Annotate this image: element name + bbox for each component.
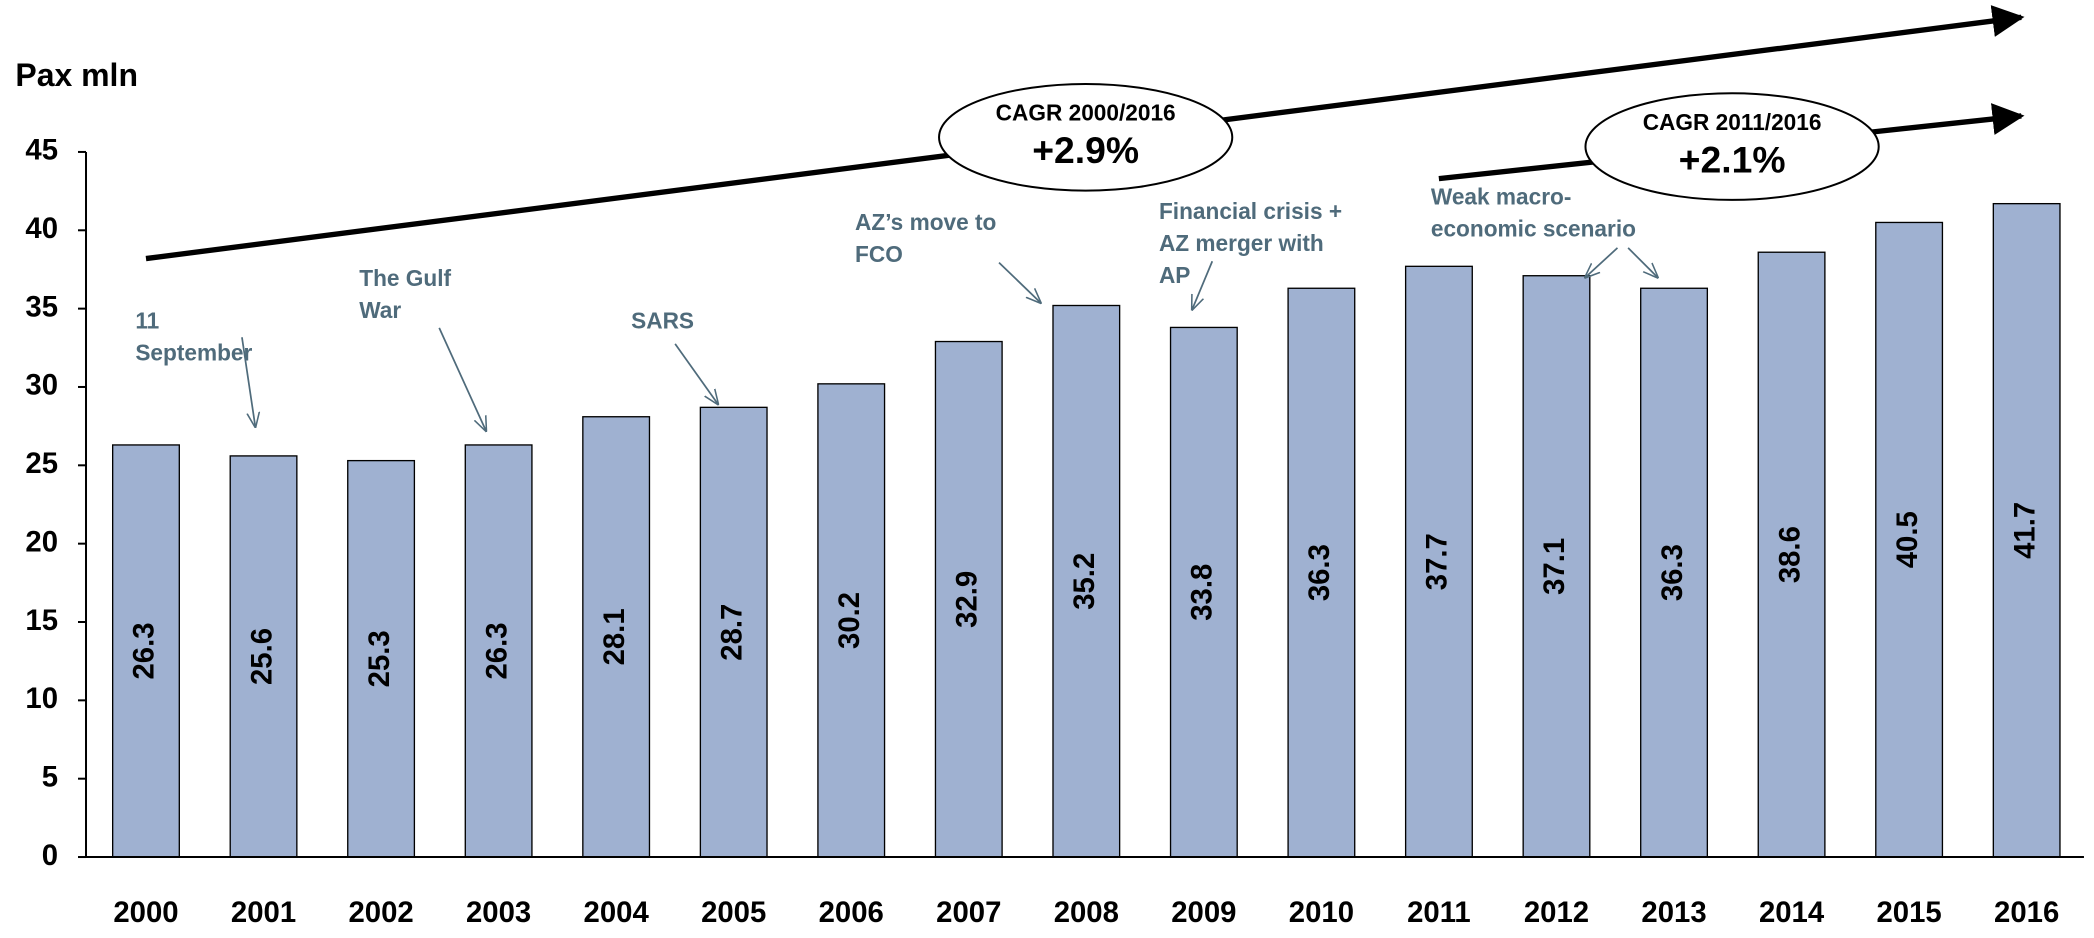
bar — [347, 459, 416, 858]
data-label: 41.7 — [2008, 502, 2041, 559]
y-tick-label: 40 — [25, 212, 58, 245]
annotation: economic scenario — [1431, 216, 1636, 242]
x-tick-label: 2014 — [1759, 896, 1825, 929]
x-tick-label: 2007 — [936, 896, 1001, 929]
y-tick-label: 0 — [42, 839, 58, 872]
x-tick-label: 2008 — [1054, 896, 1119, 929]
y-tick-label: 25 — [25, 447, 58, 480]
x-tick-label: 2012 — [1524, 896, 1589, 929]
bar — [112, 444, 180, 858]
annotation: The Gulf — [359, 265, 451, 291]
data-label: 36.3 — [1303, 544, 1336, 601]
annotation: September — [135, 340, 252, 366]
bar — [1169, 326, 1238, 858]
data-label: 26.3 — [128, 622, 161, 679]
annotation: FCO — [855, 241, 903, 267]
bar — [1404, 265, 1473, 858]
x-tick-label: 2009 — [1171, 896, 1236, 929]
bar — [1640, 287, 1709, 858]
bar — [1875, 221, 1944, 858]
data-label: 38.6 — [1773, 526, 1806, 583]
bar — [464, 444, 533, 858]
x-tick-label: 2013 — [1641, 896, 1706, 929]
cagr-label: CAGR 2011/2016 — [1643, 109, 1822, 135]
cagr-value: +2.1% — [1679, 138, 1786, 180]
data-label: 30.2 — [833, 592, 866, 649]
data-label: 37.7 — [1421, 533, 1454, 590]
y-tick-label: 10 — [25, 682, 58, 715]
data-label: 28.1 — [598, 608, 631, 665]
x-tick-label: 2016 — [1994, 896, 2059, 929]
cagr-label: CAGR 2000/2016 — [996, 100, 1176, 126]
data-label: 32.9 — [951, 571, 984, 628]
bar — [1052, 304, 1121, 858]
annotation: 11 — [135, 308, 159, 334]
data-label: 28.7 — [715, 604, 748, 661]
x-tick-label: 2015 — [1876, 896, 1941, 929]
y-tick-label: 45 — [25, 134, 58, 167]
data-label: 35.2 — [1068, 553, 1101, 610]
annotation-arrow — [1585, 247, 1619, 277]
data-label: 33.8 — [1186, 564, 1219, 621]
x-tick-label: 2010 — [1289, 896, 1354, 929]
annotation-arrow — [1192, 260, 1214, 309]
annotation: Weak macro- — [1431, 184, 1572, 210]
bar — [934, 340, 1003, 858]
data-label: 26.3 — [480, 622, 513, 679]
bar — [817, 383, 886, 858]
x-tick-label: 2006 — [819, 896, 884, 929]
x-tick-label: 2005 — [701, 896, 766, 929]
y-tick-label: 35 — [25, 290, 58, 323]
cagr-bubble — [1584, 92, 1880, 201]
annotation-arrow — [438, 327, 486, 431]
x-tick-label: 2002 — [348, 896, 413, 929]
bar — [229, 455, 298, 858]
x-tick-label: 2004 — [584, 896, 650, 929]
y-tick-label: 5 — [42, 760, 58, 793]
y-tick-label: 20 — [25, 525, 58, 558]
x-tick-label: 2000 — [113, 896, 178, 929]
annotation: War — [359, 297, 401, 323]
annotation: Financial crisis + — [1159, 198, 1342, 224]
annotation: AP — [1159, 262, 1190, 288]
y-tick-label: 15 — [25, 604, 58, 637]
annotation-arrow — [998, 261, 1040, 303]
y-tick-label: 30 — [25, 369, 58, 402]
bar — [1287, 287, 1356, 858]
data-label: 25.6 — [245, 628, 278, 685]
data-label: 40.5 — [1891, 511, 1924, 568]
cagr-bubble — [938, 82, 1234, 192]
annotation: AZ merger with — [1159, 230, 1324, 256]
annotation-arrow — [241, 337, 255, 426]
data-label: 37.1 — [1538, 538, 1571, 595]
x-tick-label: 2011 — [1407, 896, 1471, 929]
bar — [1992, 202, 2061, 858]
y-axis-label: Pax mln — [15, 57, 138, 93]
annotation: AZ’s move to — [855, 209, 996, 235]
x-tick-label: 2001 — [231, 896, 296, 929]
annotation: SARS — [631, 308, 694, 334]
annotation-arrow — [674, 343, 718, 404]
data-label: 36.3 — [1656, 544, 1689, 601]
annotation-arrow — [1627, 247, 1657, 277]
data-label: 25.3 — [363, 630, 396, 687]
x-tick-label: 2003 — [466, 896, 531, 929]
cagr-value: +2.9% — [1032, 129, 1139, 171]
